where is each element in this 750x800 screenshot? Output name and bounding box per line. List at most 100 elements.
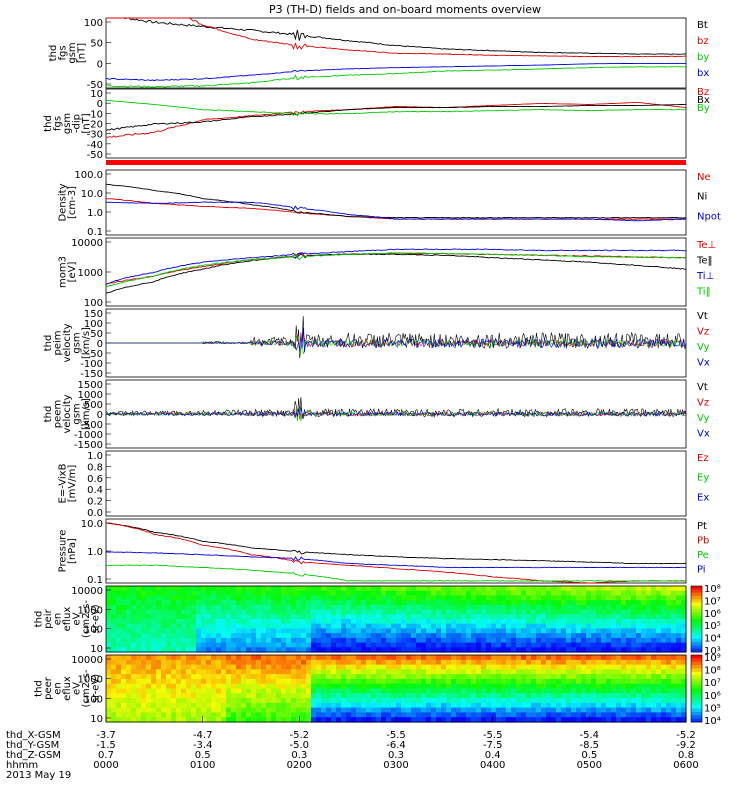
spectrogram-cell [326, 586, 332, 592]
spectrogram-cell [391, 595, 397, 601]
spectrogram-cell [621, 659, 627, 666]
spectrogram-cell [231, 674, 237, 680]
spectrogram-cell [416, 693, 422, 699]
spectrogram-cell [361, 609, 367, 615]
spectrogram-cell [241, 693, 247, 699]
spectrogram-cell [201, 619, 207, 625]
spectrogram-cell [361, 659, 367, 666]
spectrogram-cell [181, 717, 187, 723]
spectrogram-cell [516, 647, 522, 653]
spectrogram-cell [191, 659, 197, 666]
spectrogram-cell [421, 637, 427, 644]
spectrogram-cell [401, 702, 407, 709]
spectrogram-cell [616, 698, 622, 704]
spectrogram-cell [451, 604, 457, 611]
spectrogram-cell [201, 604, 207, 611]
spectrogram-cell [186, 628, 192, 634]
spectrogram-cell [501, 678, 507, 685]
spectrogram-cell [581, 655, 587, 661]
spectrogram-cell [561, 647, 567, 653]
spectrogram-cell [446, 664, 452, 670]
spectrogram-cell [311, 619, 317, 625]
spectrogram-cell [641, 642, 647, 648]
spectrogram-cell [131, 693, 137, 699]
spectrogram-cell [676, 614, 682, 620]
spectrogram-cell [266, 619, 272, 625]
spectrogram-cell [156, 693, 162, 699]
spectrogram-cell [376, 702, 382, 709]
spectrogram-cell [661, 702, 667, 709]
spectrogram-cell [561, 678, 567, 685]
spectrogram-cell [431, 604, 437, 611]
spectrogram-cell [436, 609, 442, 615]
legend-entry: Ni [697, 192, 707, 203]
spectrogram-cell [166, 659, 172, 666]
spectrogram-cell [476, 600, 482, 606]
spectrogram-cell [361, 619, 367, 625]
spectrogram-cell [451, 664, 457, 670]
spectrogram-cell [371, 669, 377, 675]
spectrogram-cell [396, 693, 402, 699]
spectrogram-cell [671, 590, 677, 596]
spectrogram-cell [366, 693, 372, 699]
spectrogram-cell [451, 698, 457, 704]
colorbar-tick-label: 10⁸ [704, 666, 721, 677]
spectrogram-cell [521, 590, 527, 596]
spectrogram-cell [666, 586, 672, 592]
spectrogram-cell [211, 633, 217, 639]
spectrogram-cell [291, 683, 297, 690]
spectrogram-cell [326, 712, 332, 718]
spectrogram-cell [536, 647, 542, 653]
spectrogram-cell [171, 590, 177, 596]
spectrogram-cell [546, 664, 552, 670]
spectrogram-cell [486, 604, 492, 611]
spectrogram-cell [231, 683, 237, 690]
spectrogram-cell [271, 647, 277, 653]
spectrogram-cell [396, 642, 402, 648]
spectrogram-cell [441, 702, 447, 709]
spectrogram-cell [186, 590, 192, 596]
spectrogram-cell [341, 717, 347, 723]
spectrogram-cell [406, 586, 412, 592]
spectrogram-cell [241, 647, 247, 653]
spectrogram-cell [521, 674, 527, 680]
spectrogram-cell [116, 683, 122, 690]
spectrogram-cell [621, 683, 627, 690]
spectrogram-cell [306, 688, 312, 694]
spectrogram-cell [166, 595, 172, 601]
spectrogram-cell [496, 600, 502, 606]
spectrogram-cell [566, 600, 572, 606]
spectrogram-cell [661, 655, 667, 661]
spectrogram-cell [576, 609, 582, 615]
spectrogram-cell [501, 586, 507, 592]
spectrogram-cell [476, 633, 482, 639]
spectrogram-cell [351, 595, 357, 601]
spectrogram-cell [271, 669, 277, 675]
spectrogram-cell [306, 664, 312, 670]
spectrogram-cell [271, 637, 277, 644]
spectrogram-cell [126, 693, 132, 699]
spectrogram-cell [546, 707, 552, 713]
spectrogram-cell [191, 595, 197, 601]
spectrogram-cell [606, 712, 612, 718]
spectrogram-cell [276, 693, 282, 699]
spectrogram-cell [511, 698, 517, 704]
spectrogram-cell [471, 623, 477, 629]
spectrogram-cell [666, 693, 672, 699]
colorbar-cell [691, 612, 702, 617]
spectrogram-cell [366, 664, 372, 670]
spectrogram-cell [636, 678, 642, 685]
spectrogram-cell [441, 647, 447, 653]
spectrogram-cell [431, 669, 437, 675]
spectrogram-cell [146, 664, 152, 670]
spectrogram-cell [236, 678, 242, 685]
spectrogram-cell [586, 614, 592, 620]
spectrogram-cell [371, 702, 377, 709]
spectrogram-cell [366, 707, 372, 713]
spectrogram-cell [146, 678, 152, 685]
spectrogram-cell [331, 604, 337, 611]
spectrogram-cell [316, 614, 322, 620]
spectrogram-cell [276, 678, 282, 685]
